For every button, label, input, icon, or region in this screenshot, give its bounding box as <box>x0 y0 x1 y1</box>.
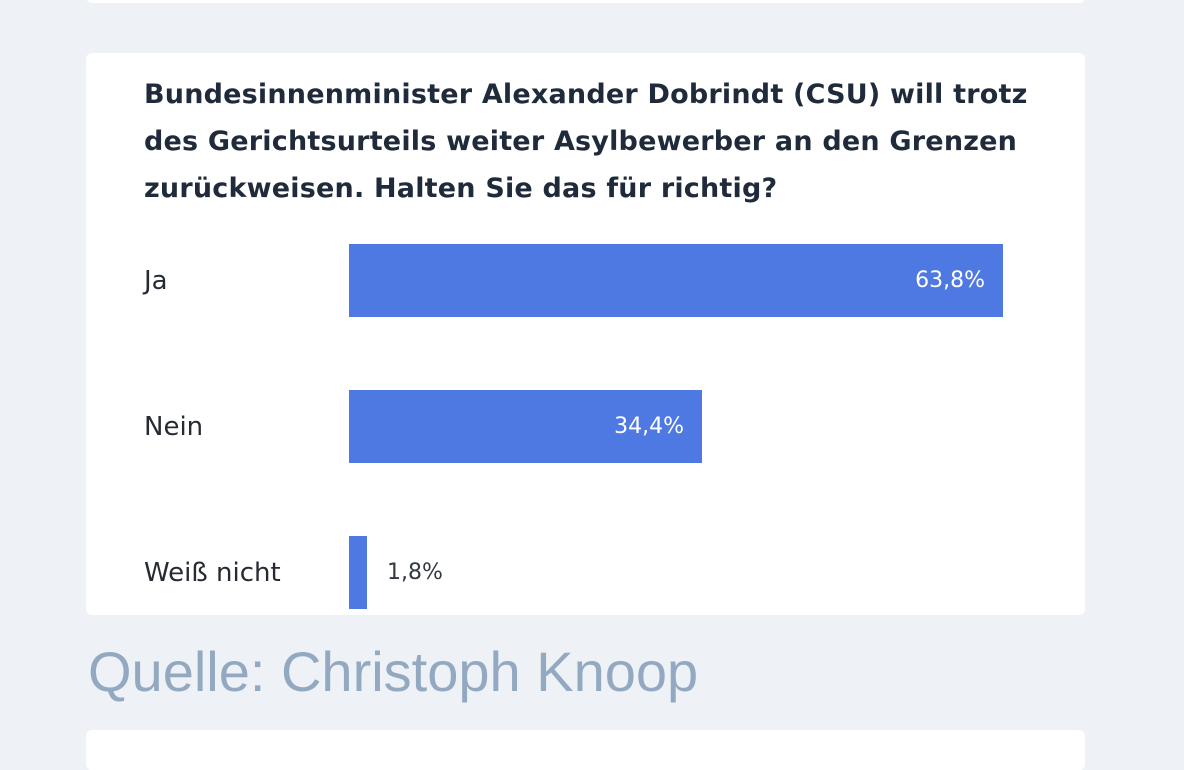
poll-question: Bundesinnenminister Alexander Dobrindt (… <box>144 79 1028 204</box>
bar-label: Ja <box>144 265 168 296</box>
bar-value-label: 1,8% <box>387 559 443 585</box>
poll-result-card: Bundesinnenminister Alexander Dobrindt (… <box>86 53 1085 615</box>
bar <box>349 536 367 609</box>
next-card <box>86 730 1085 770</box>
bar-value-label: 63,8% <box>915 267 985 293</box>
bar <box>349 244 1003 317</box>
previous-card <box>86 0 1085 3</box>
source-credit: Quelle: Christoph Knoop <box>88 640 699 703</box>
bar-label: Weiß nicht <box>144 557 281 588</box>
bar-label: Nein <box>144 411 204 442</box>
bar <box>349 390 702 463</box>
poll-bar-chart: Ja 63,8% Nein 34,4% Weiß nicht 1,8% <box>86 53 1085 615</box>
bar-value-label: 34,4% <box>614 413 684 439</box>
